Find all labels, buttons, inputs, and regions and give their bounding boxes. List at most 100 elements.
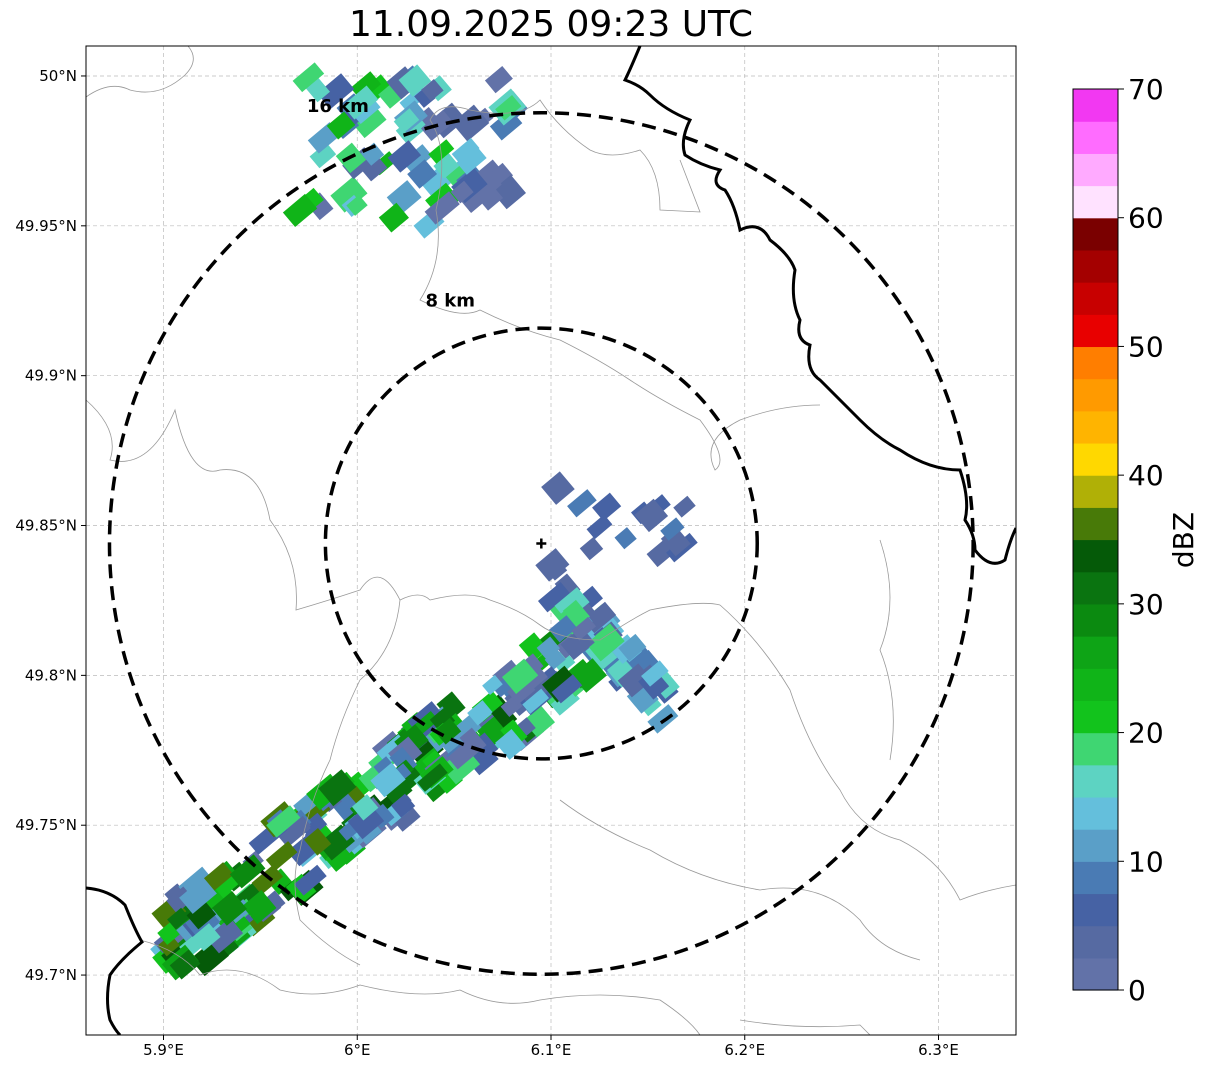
admin-boundary (86, 399, 721, 641)
admin-boundary (719, 604, 1016, 901)
echo-pixel (157, 934, 180, 957)
echo-pixel (544, 649, 566, 670)
echo-pixel (491, 174, 527, 210)
echo-pixel (562, 599, 590, 628)
echo-pixel (358, 766, 385, 793)
echo-pixel (294, 864, 327, 896)
echo-pixel (551, 674, 583, 704)
echo-pixel (617, 663, 653, 698)
echo-pixel (467, 700, 494, 726)
colorbar-swatch (1073, 507, 1118, 541)
admin-boundary (739, 1019, 871, 1035)
echo-pixel (518, 632, 549, 663)
echo-pixel (278, 817, 311, 848)
echo-pixel (495, 729, 526, 760)
echo-pixel (535, 548, 570, 582)
colorbar-swatch (1073, 475, 1118, 508)
colorbar-swatch (1073, 796, 1118, 830)
echo-pixel (593, 647, 618, 671)
echo-pixel (390, 793, 416, 818)
x-tick-label: 6.2°E (724, 1041, 765, 1059)
colorbar-swatch (1073, 925, 1118, 959)
echo-pixel (673, 495, 696, 518)
boundaries (86, 46, 1016, 1035)
echo-pixel (229, 854, 266, 889)
echo-pixel (451, 137, 480, 165)
echo-pixel (292, 62, 325, 93)
echo-pixel (641, 660, 669, 687)
map-title: 11.09.2025 09:23 UTC (348, 4, 754, 45)
echo-pixel (567, 489, 597, 518)
y-tick-label: 49.9°N (25, 367, 77, 385)
y-tick-label: 49.85°N (15, 517, 77, 535)
echo-pixel (541, 471, 575, 505)
echo-pixel (349, 101, 387, 139)
colorbar-swatch (1073, 700, 1118, 734)
colorbar: 0 10 20 30 40 50 60 70 dBZ (1072, 73, 1200, 1007)
echo-pixel (318, 769, 357, 807)
country-border (86, 886, 144, 1035)
echo-pixel (614, 527, 637, 550)
echo-pixel (402, 144, 433, 174)
echo-pixel (360, 142, 385, 166)
echo-pixel (251, 864, 284, 895)
y-tick-label: 49.7°N (25, 966, 77, 984)
colorbar-swatch (1073, 603, 1118, 637)
echo-pixel (378, 202, 409, 233)
echo-pixel (179, 877, 217, 914)
range-ring-label: 16 km (307, 96, 369, 117)
echo-pixel (211, 891, 248, 926)
colorbar-swatch (1073, 121, 1118, 154)
echo-pixel (660, 517, 685, 541)
colorbar-swatch (1073, 442, 1118, 476)
echo-pixel (369, 803, 395, 829)
echo-pixel (451, 104, 490, 142)
colorbar-swatch (1073, 957, 1118, 991)
echo-pixel (382, 775, 413, 806)
colorbar-tick-label: 70 (1128, 73, 1164, 106)
echo-pixel (484, 65, 513, 94)
y-tick-label: 49.95°N (15, 217, 77, 235)
y-tick-label: 50°N (39, 67, 77, 85)
echo-pixel (392, 804, 421, 832)
colorbar-tick-label: 20 (1128, 717, 1164, 750)
echo-pixel (451, 714, 482, 744)
colorbar-label: dBZ (1167, 512, 1200, 568)
x-tick-label: 5.9°E (143, 1041, 184, 1059)
admin-boundary (139, 939, 701, 1035)
echo-pixel (592, 492, 622, 522)
echo-pixel (317, 73, 355, 110)
colorbar-swatch (1073, 185, 1118, 219)
echo-pixel (536, 636, 561, 660)
echo-pixel (548, 614, 578, 643)
radar-site-marker (536, 538, 547, 549)
echo-pixel (618, 633, 647, 662)
country-border (622, 46, 1016, 565)
y-axis: 49.7°N 49.75°N 49.8°N 49.85°N 49.9°N 49.95°N 5… (15, 67, 86, 984)
echo-pixel (634, 498, 669, 533)
echo-pixel (571, 616, 597, 641)
echo-pixel (205, 917, 244, 954)
admin-boundary (86, 46, 194, 98)
echo-pixel (192, 923, 221, 952)
colorbar-swatch (1073, 732, 1118, 766)
echo-pixel (393, 108, 420, 134)
colorbar-swatch (1073, 346, 1118, 380)
echo-pixel (242, 890, 277, 925)
echo-region (282, 62, 528, 239)
colorbar-swatch (1073, 861, 1118, 895)
colorbar-tick-label: 50 (1128, 330, 1164, 363)
echo-region (541, 471, 698, 568)
colorbar-swatch (1073, 217, 1118, 251)
colorbar-swatch (1073, 636, 1118, 669)
colorbar-tick-label: 40 (1128, 459, 1164, 492)
echo-pixel (309, 142, 337, 169)
admin-boundary (879, 539, 894, 761)
echo-pixel (407, 159, 438, 189)
echo-pixel (433, 153, 460, 179)
colorbar-swatch (1073, 153, 1118, 187)
colorbar-swatch (1073, 539, 1118, 573)
colorbar-tick-label: 0 (1128, 974, 1146, 1007)
echo-pixel (186, 900, 217, 930)
echo-pixel (342, 85, 379, 120)
